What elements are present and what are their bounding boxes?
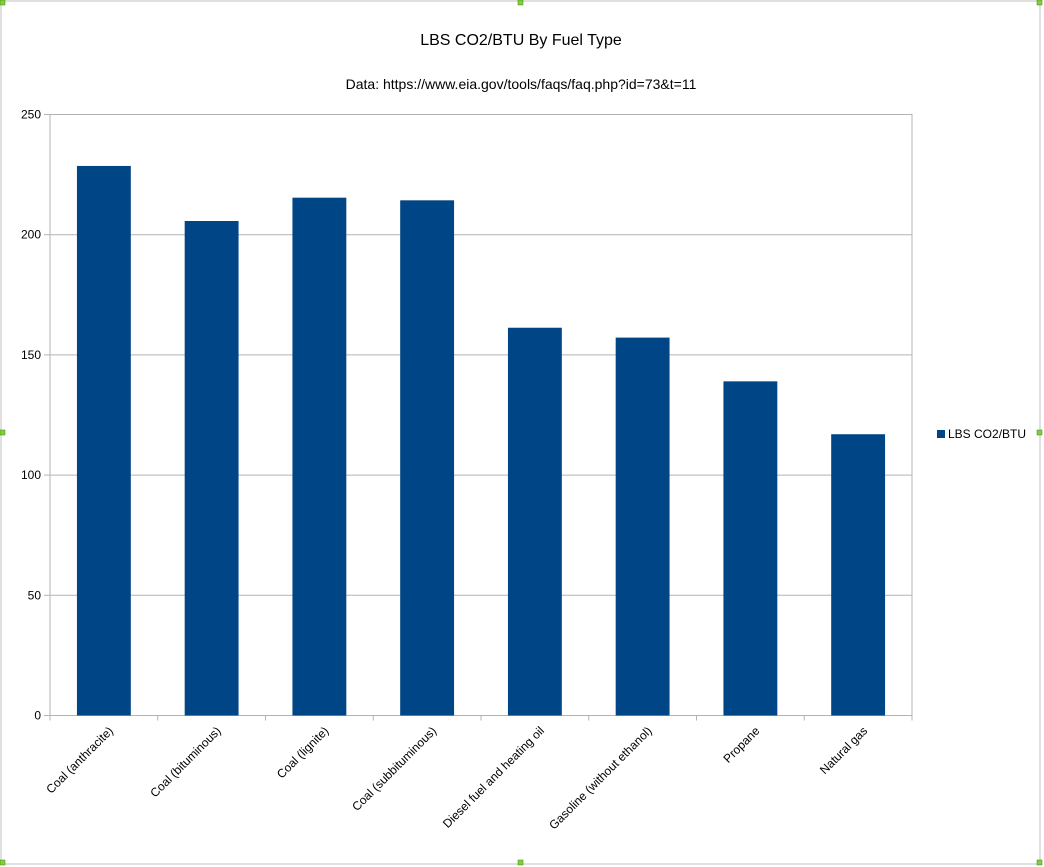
bar xyxy=(184,220,239,716)
legend: LBS CO2/BTU xyxy=(937,427,1026,441)
bar xyxy=(292,197,347,716)
resize-handle[interactable] xyxy=(0,859,6,866)
resize-handle[interactable] xyxy=(0,429,6,436)
resize-handle[interactable] xyxy=(0,0,6,6)
legend-label: LBS CO2/BTU xyxy=(948,427,1026,441)
bar xyxy=(831,434,886,716)
y-tick-label: 100 xyxy=(21,468,41,482)
resize-handle[interactable] xyxy=(1036,429,1043,436)
resize-handle[interactable] xyxy=(1036,859,1043,866)
y-tick-label: 200 xyxy=(21,228,41,242)
resize-handle[interactable] xyxy=(1036,0,1043,6)
bar xyxy=(400,200,455,716)
y-tick-label: 150 xyxy=(21,348,41,362)
resize-handle[interactable] xyxy=(517,0,524,6)
chart-title: LBS CO2/BTU By Fuel Type xyxy=(420,32,622,49)
bar xyxy=(723,381,778,716)
bar xyxy=(76,165,131,716)
y-tick-label: 250 xyxy=(21,108,41,122)
y-tick-label: 0 xyxy=(34,709,41,723)
y-tick-label: 50 xyxy=(28,588,42,602)
legend-swatch xyxy=(937,430,945,438)
chart-subtitle: Data: https://www.eia.gov/tools/faqs/faq… xyxy=(346,76,697,92)
resize-handle[interactable] xyxy=(517,859,524,866)
bar xyxy=(615,337,670,716)
bar xyxy=(507,327,562,716)
